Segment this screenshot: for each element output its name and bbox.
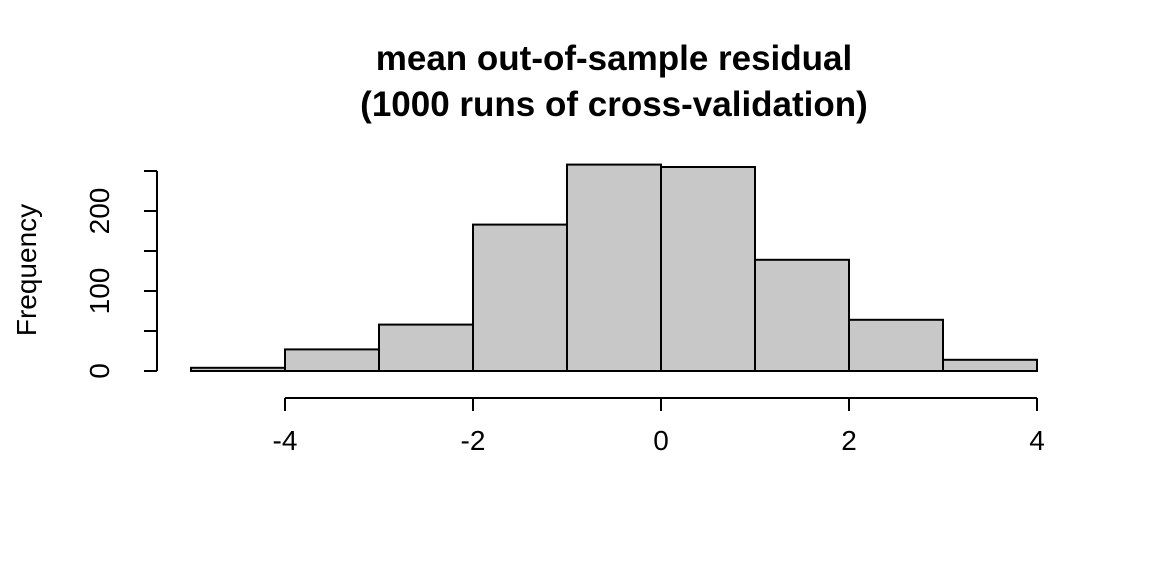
x-tick-label-4: 4 bbox=[1029, 425, 1045, 456]
y-tick-label-0: 0 bbox=[84, 363, 115, 379]
y-tick-label-2: 100 bbox=[84, 268, 115, 315]
y-axis: 0 100 200 bbox=[84, 170, 158, 379]
histogram-bar-7 bbox=[848, 318, 944, 372]
x-axis: -4 -2 0 2 4 bbox=[273, 397, 1045, 456]
histogram-bar-8 bbox=[942, 358, 1038, 372]
histogram-bars bbox=[190, 163, 1038, 373]
x-tick-label-2: 0 bbox=[653, 425, 669, 456]
x-tick-label-1: -2 bbox=[461, 425, 486, 456]
chart-subtitle: (1000 runs of cross-validation) bbox=[360, 85, 868, 124]
histogram-bar-2 bbox=[378, 323, 474, 373]
histogram-bar-1 bbox=[284, 348, 380, 372]
y-tick-label-4: 200 bbox=[84, 188, 115, 235]
x-tick-label-0: -4 bbox=[273, 425, 298, 456]
y-axis-title: Frequency bbox=[11, 204, 42, 336]
histogram-bar-4 bbox=[566, 163, 662, 372]
x-tick-label-3: 2 bbox=[841, 425, 857, 456]
histogram-bar-6 bbox=[754, 258, 850, 372]
histogram-bar-3 bbox=[472, 223, 568, 372]
chart-title: mean out-of-sample residual bbox=[376, 39, 852, 78]
histogram-bar-5 bbox=[660, 166, 756, 372]
histogram-bar-0 bbox=[190, 366, 286, 372]
